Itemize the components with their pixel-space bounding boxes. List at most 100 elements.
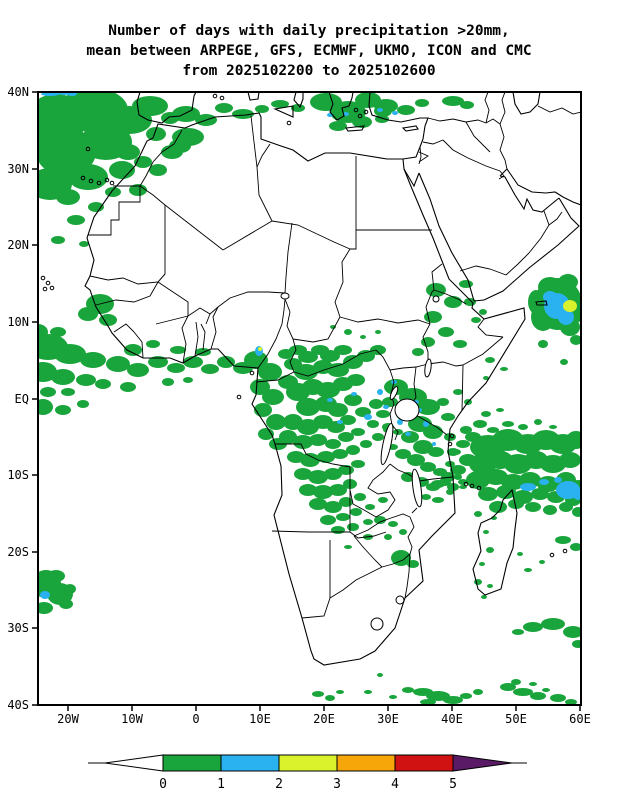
y-axis: 40N 30N 20N 10N EQ 10S 20S 30S 40S	[7, 85, 38, 712]
country-border	[353, 517, 392, 537]
y-tick-label-EQ: EQ	[15, 392, 29, 406]
coastline	[328, 92, 354, 121]
colorbar-legend: 0 1 2 3 4 5	[88, 754, 527, 792]
country-border	[485, 118, 501, 125]
country-border	[275, 443, 351, 490]
coastline	[499, 168, 581, 206]
country-border	[461, 364, 464, 412]
country-border	[425, 289, 435, 325]
country-border	[407, 516, 415, 555]
country-border	[389, 363, 429, 371]
colorbar-label-2: 2	[275, 777, 283, 792]
colorbar-segment-3	[336, 754, 396, 772]
island	[476, 485, 482, 491]
country-border	[139, 185, 166, 206]
x-tick-label-60E: 60E	[569, 712, 591, 726]
enclave-border	[370, 617, 384, 631]
colorbar-label-4: 4	[391, 777, 399, 792]
coastline	[84, 112, 526, 666]
precip-shading-layer	[38, 92, 581, 705]
country-border	[422, 139, 444, 145]
island	[104, 177, 110, 183]
colorbar-label-3: 3	[333, 777, 341, 792]
country-border	[164, 204, 224, 251]
country-border	[293, 349, 377, 377]
country-border	[462, 336, 504, 366]
country-border	[209, 306, 219, 315]
coastline	[136, 92, 197, 124]
country-border	[528, 210, 550, 254]
country-border	[391, 424, 399, 441]
country-border	[200, 323, 206, 351]
lake	[424, 358, 432, 378]
country-border	[413, 413, 448, 436]
colorbar-segment-1	[220, 754, 280, 772]
x-tick-label-0: 0	[192, 712, 199, 726]
country-border	[292, 316, 341, 343]
coastline	[247, 92, 260, 101]
country-border	[427, 361, 464, 367]
y-tick-label-30N: 30N	[7, 162, 29, 176]
coastline	[473, 197, 580, 302]
x-tick-label-10W: 10W	[121, 712, 143, 726]
colorbar-segment-2	[278, 754, 338, 772]
colorbar-label-5: 5	[449, 777, 457, 792]
x-tick-label-20W: 20W	[57, 712, 79, 726]
country-border	[459, 265, 507, 276]
island	[449, 433, 455, 439]
country-border	[353, 535, 383, 568]
y-tick-label-20S: 20S	[7, 545, 29, 559]
country-border	[255, 371, 295, 383]
x-tick-label-40E: 40E	[441, 712, 463, 726]
country-border	[349, 463, 396, 518]
country-border	[139, 129, 183, 187]
country-border	[256, 166, 273, 222]
coastline	[345, 125, 365, 132]
country-border	[133, 331, 144, 359]
coastline	[472, 488, 518, 596]
country-border	[250, 115, 258, 168]
y-tick-label-40N: 40N	[7, 85, 29, 99]
island	[85, 146, 91, 152]
colorbar-under-arrow	[104, 754, 164, 772]
country-border	[334, 248, 351, 318]
coastline	[293, 92, 304, 109]
country-border	[271, 220, 351, 250]
title-line-2: mean between ARPEGE, GFS, ECMWF, UKMO, I…	[86, 43, 532, 59]
island	[363, 109, 369, 115]
x-axis: 20W 10W 0 10E 20E 30E 40E 50E 60E	[57, 705, 591, 726]
country-border	[537, 105, 581, 115]
country-border	[498, 170, 505, 180]
island	[42, 286, 48, 292]
island	[109, 180, 115, 186]
island	[96, 180, 102, 186]
country-border	[217, 291, 286, 308]
enclave-border	[395, 595, 405, 605]
y-tick-label-30S: 30S	[7, 621, 29, 635]
country-border	[465, 121, 491, 153]
country-border	[477, 318, 504, 338]
island	[469, 483, 475, 489]
country-border	[404, 553, 411, 599]
country-border	[499, 123, 508, 170]
coastline	[499, 175, 560, 213]
country-border	[389, 403, 395, 426]
island	[463, 481, 469, 487]
country-border	[548, 211, 563, 226]
colorbar-label-0: 0	[159, 777, 167, 792]
y-tick-label-10N: 10N	[7, 315, 29, 329]
island	[357, 113, 363, 119]
shade-green	[38, 92, 581, 705]
island	[45, 280, 51, 286]
country-border	[284, 222, 293, 294]
country-border	[157, 205, 166, 283]
country-border	[89, 273, 166, 285]
country-border	[194, 321, 199, 357]
country-border	[505, 252, 530, 276]
country-border	[442, 139, 501, 172]
country-border	[257, 298, 286, 369]
shade-yellow	[258, 300, 577, 351]
country-border	[301, 597, 331, 619]
island	[549, 552, 555, 558]
